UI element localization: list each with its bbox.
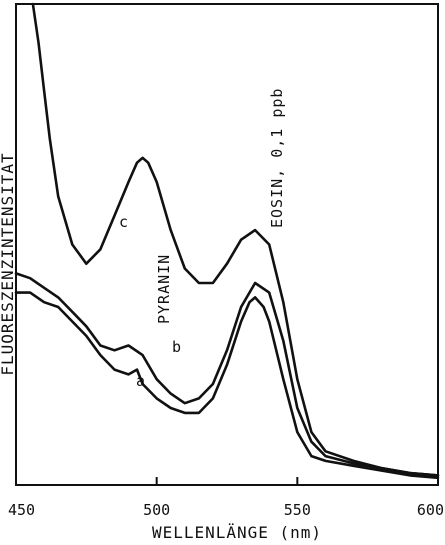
x-tick-label-450: 450 [8, 501, 35, 519]
x-tick-label-500: 500 [143, 501, 170, 519]
series-line-b [14, 272, 440, 477]
annotation-pyranin: PYRANIN [155, 254, 173, 324]
x-axis-title: WELLENLÄNGE (nm) [152, 523, 322, 542]
curve-label-b: b [172, 338, 181, 356]
series-line-c [31, 2, 440, 477]
curve-label-c: c [119, 213, 128, 231]
series-layer [14, 2, 440, 480]
x-tick-layer: 450 500 550 600 [8, 477, 444, 519]
annotation-eosin: EOSIN, 0,1 ppb [268, 88, 286, 228]
curve-label-a: a [136, 372, 145, 390]
x-tick-label-600: 600 [417, 501, 444, 519]
x-tick-label-550: 550 [284, 501, 311, 519]
plot-frame [15, 3, 439, 486]
y-axis-title: FLUORESZENZINTENSITÄT [0, 152, 17, 375]
series-line-a [14, 291, 440, 480]
